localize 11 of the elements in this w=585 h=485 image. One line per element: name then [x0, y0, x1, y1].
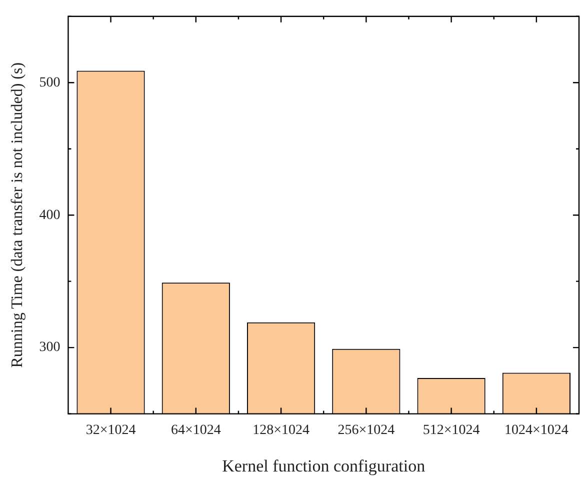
x-tick-label: 128×1024 [252, 422, 310, 438]
x-tick-label: 64×1024 [170, 422, 221, 438]
x-tick-label: 32×1024 [86, 422, 136, 438]
y-tick-label: 300 [39, 340, 60, 356]
y-tick-label: 400 [39, 208, 60, 223]
x-tick-label: 256×1024 [338, 422, 395, 438]
y-tick-label: 500 [39, 75, 60, 90]
x-axis-title: Kernel function configuration [222, 456, 426, 476]
x-tick-label: 1024×1024 [504, 422, 568, 438]
x-tick-label: 512×1024 [422, 422, 480, 438]
y-axis-title: Running Time (data transfer is not included) (s) [8, 62, 26, 368]
